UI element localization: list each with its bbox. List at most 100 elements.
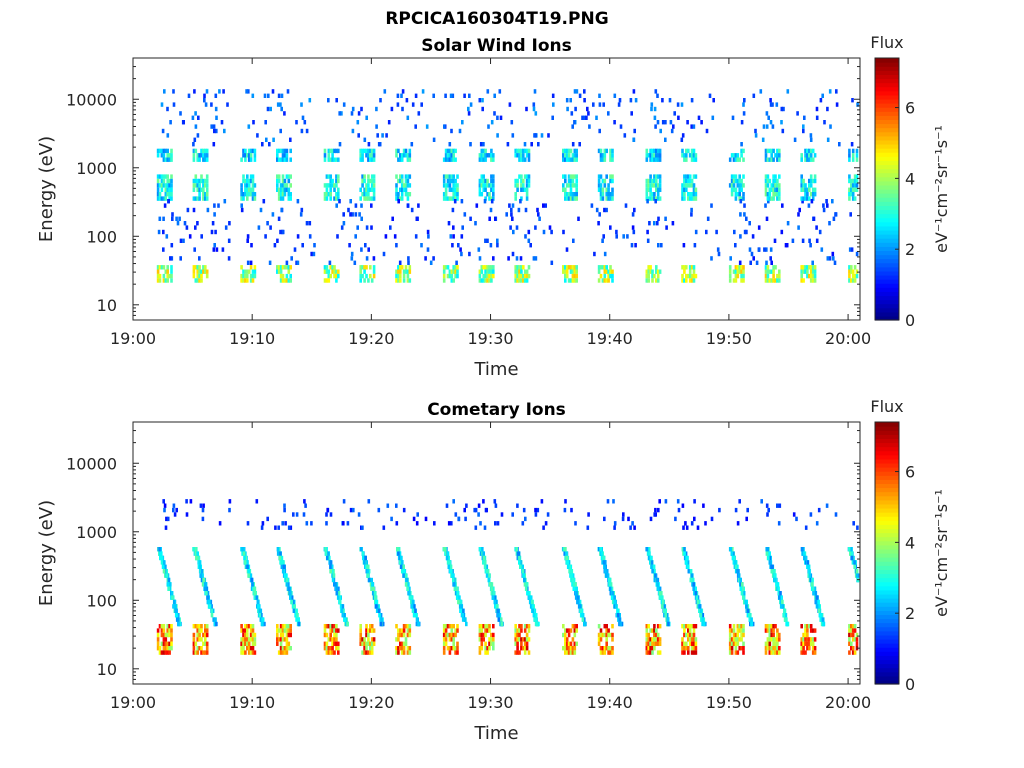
data-cell	[397, 650, 400, 655]
data-cell	[851, 98, 854, 103]
colorbar-segment	[875, 634, 899, 640]
data-cell	[372, 637, 376, 642]
data-cell	[444, 174, 448, 179]
data-cell	[514, 183, 517, 188]
data-cell	[361, 551, 365, 556]
data-cell	[156, 646, 160, 651]
data-cell	[361, 153, 364, 158]
data-cell	[338, 142, 342, 147]
data-cell	[333, 641, 336, 646]
data-cell	[649, 516, 653, 522]
data-cell	[768, 196, 772, 201]
colorbar-segment	[875, 193, 899, 198]
data-cell	[564, 278, 567, 283]
data-cell	[523, 637, 527, 642]
data-cell	[681, 148, 684, 154]
data-cell	[365, 183, 368, 188]
data-cell	[399, 641, 402, 646]
data-cell	[312, 251, 316, 257]
data-cell	[692, 148, 696, 154]
data-cell	[156, 148, 160, 154]
data-cell	[246, 273, 249, 279]
data-cell	[444, 641, 448, 646]
colorbar-segment	[875, 659, 899, 665]
data-cell	[446, 632, 450, 638]
data-cell	[701, 617, 705, 622]
data-cell	[748, 221, 751, 226]
data-cell	[361, 273, 364, 279]
data-cell	[683, 178, 686, 184]
data-cell	[478, 157, 482, 162]
data-cell	[601, 178, 605, 184]
data-cell	[575, 178, 578, 184]
data-cell	[601, 560, 604, 565]
data-cell	[848, 624, 851, 629]
data-cell	[446, 183, 450, 188]
data-cell	[305, 521, 309, 526]
data-cell	[710, 516, 714, 522]
data-cell	[281, 265, 285, 270]
data-cell	[518, 269, 521, 274]
data-cell	[800, 183, 803, 188]
data-cell	[192, 178, 196, 184]
data-cell	[533, 89, 537, 94]
data-cell	[168, 153, 171, 158]
data-cell	[296, 234, 300, 239]
data-cell	[493, 599, 497, 605]
data-cell	[803, 555, 806, 561]
data-cell	[211, 221, 215, 226]
data-cell	[656, 187, 660, 192]
data-cell	[692, 641, 696, 646]
data-cell	[621, 516, 625, 522]
data-cell	[764, 153, 768, 158]
data-cell	[444, 148, 448, 154]
data-cell	[586, 525, 590, 530]
data-cell	[603, 157, 607, 162]
colorbar-segment	[875, 454, 899, 460]
data-cell	[822, 203, 825, 208]
data-cell	[166, 628, 169, 633]
data-cell	[289, 525, 293, 530]
data-cell	[214, 229, 217, 235]
data-cell	[478, 98, 482, 103]
data-cell	[279, 646, 283, 651]
colorbar-segment	[875, 262, 899, 268]
data-cell	[408, 628, 412, 633]
data-cell	[811, 577, 814, 583]
data-cell	[853, 278, 857, 283]
data-cell	[196, 183, 199, 188]
colorbar-segment	[875, 593, 899, 599]
data-cell	[564, 178, 567, 184]
data-cell	[281, 650, 285, 655]
data-cell	[287, 586, 290, 591]
data-cell	[850, 628, 853, 633]
data-cell	[351, 212, 354, 217]
data-cell	[450, 624, 454, 629]
data-cell	[285, 260, 289, 265]
data-cell	[259, 207, 263, 213]
colorbar-segment	[875, 213, 899, 219]
data-cell	[690, 273, 694, 279]
data-cell	[599, 153, 603, 158]
data-cell	[486, 89, 490, 94]
data-cell	[605, 174, 608, 179]
data-cell	[647, 183, 650, 188]
data-cell	[463, 507, 466, 513]
data-cell	[564, 265, 567, 270]
data-cell	[372, 153, 376, 158]
data-cell	[192, 273, 196, 279]
data-cell	[458, 595, 461, 600]
data-cell	[454, 178, 457, 184]
data-cell	[518, 628, 521, 633]
data-cell	[260, 621, 264, 627]
data-cell	[611, 273, 614, 279]
data-cell	[278, 547, 281, 552]
data-cell	[279, 628, 283, 633]
data-cell	[767, 507, 770, 513]
data-cell	[333, 273, 336, 279]
data-cell	[346, 521, 350, 526]
data-cell	[195, 555, 198, 561]
data-cell	[496, 613, 500, 618]
data-cell	[399, 628, 402, 633]
